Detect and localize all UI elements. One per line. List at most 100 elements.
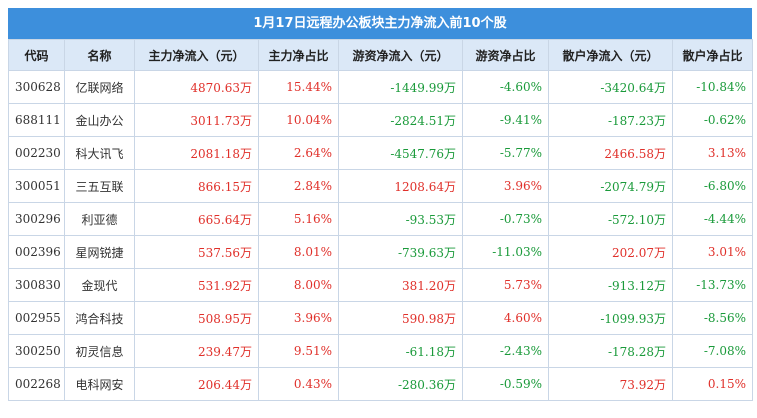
table-cell: -2824.51万 [338, 103, 463, 137]
header-cell: 游资净占比 [462, 39, 549, 71]
table-cell: -7.08% [672, 334, 753, 368]
table-cell: 537.56万 [134, 235, 259, 269]
header-cell: 主力净流入（元） [134, 39, 259, 71]
table-cell: 1208.64万 [338, 169, 463, 203]
table-cell: -0.62% [672, 103, 753, 137]
table-cell: 3011.73万 [134, 103, 259, 137]
table-cell: 9.51% [258, 334, 339, 368]
table-cell: -187.23万 [548, 103, 673, 137]
table-cell: -4.44% [672, 202, 753, 236]
table-cell: 3.13% [672, 136, 753, 170]
table-title: 1月17日远程办公板块主力净流入前10个股 [8, 8, 752, 39]
table-cell: 002955 [8, 301, 65, 335]
table-cell: 300296 [8, 202, 65, 236]
header-cell: 名称 [64, 39, 135, 71]
table-cell: 002230 [8, 136, 65, 170]
table-cell: 0.43% [258, 367, 339, 401]
table-cell: 电科网安 [64, 367, 135, 401]
table-cell: 亿联网络 [64, 70, 135, 104]
table-cell: 2.84% [258, 169, 339, 203]
table-row: 002955 鸿合科技 508.95万 3.96% 590.98万 4.60% -1099.… [8, 301, 753, 335]
table-cell: -178.28万 [548, 334, 673, 368]
table-row: 300830 金现代 531.92万 8.00% 381.20万 5.73% -913.12… [8, 268, 753, 302]
table-row: 002230 科大讯飞 2081.18万 2.64% -4547.76万 -5.77% 24… [8, 136, 753, 170]
table-cell: -1099.93万 [548, 301, 673, 335]
table-cell: -4547.76万 [338, 136, 463, 170]
table-cell: -0.59% [462, 367, 549, 401]
table-cell: 531.92万 [134, 268, 259, 302]
table-cell: 508.95万 [134, 301, 259, 335]
table-cell: -2074.79万 [548, 169, 673, 203]
table-cell: 202.07万 [548, 235, 673, 269]
header-cell: 游资净流入（元） [338, 39, 463, 71]
table-cell: 3.96% [462, 169, 549, 203]
header-cell: 散户净流入（元） [548, 39, 673, 71]
table-cell: -6.80% [672, 169, 753, 203]
table-cell: 8.01% [258, 235, 339, 269]
table-cell: -280.36万 [338, 367, 463, 401]
header-cell: 散户净占比 [672, 39, 753, 71]
flow-table: 代码 名称 主力净流入（元） 主力净占比 游资净流入（元） 游资净占比 散户净流入（元） 散户… [8, 39, 753, 401]
table-cell: 3.01% [672, 235, 753, 269]
table-cell: 2466.58万 [548, 136, 673, 170]
table-cell: 300830 [8, 268, 65, 302]
table-cell: 688111 [8, 103, 65, 137]
table-cell: 15.44% [258, 70, 339, 104]
table-cell: 2081.18万 [134, 136, 259, 170]
table-cell: -61.18万 [338, 334, 463, 368]
table-cell: 4.60% [462, 301, 549, 335]
table-cell: 初灵信息 [64, 334, 135, 368]
table-cell: 300250 [8, 334, 65, 368]
table-cell: -10.84% [672, 70, 753, 104]
table-cell: -11.03% [462, 235, 549, 269]
table-cell: -0.73% [462, 202, 549, 236]
table-cell: 002268 [8, 367, 65, 401]
table-row: 688111 金山办公 3011.73万 10.04% -2824.51万 -9.41% -… [8, 103, 753, 137]
table-cell: 3.96% [258, 301, 339, 335]
table-cell: 002396 [8, 235, 65, 269]
table-cell: 10.04% [258, 103, 339, 137]
table-cell: 206.44万 [134, 367, 259, 401]
table-cell: 300051 [8, 169, 65, 203]
table-cell: 0.15% [672, 367, 753, 401]
table-cell: 三五互联 [64, 169, 135, 203]
table-cell: 科大讯飞 [64, 136, 135, 170]
table-cell: -9.41% [462, 103, 549, 137]
table-cell: -2.43% [462, 334, 549, 368]
table-cell: -572.10万 [548, 202, 673, 236]
table-cell: -3420.64万 [548, 70, 673, 104]
table-cell: -93.53万 [338, 202, 463, 236]
table-card: 1月17日远程办公板块主力净流入前10个股 代码 名称 主力净流入（元） 主力净占比游… [8, 8, 753, 401]
header-row: 代码 名称 主力净流入（元） 主力净占比 游资净流入（元） 游资净占比 散户净流入（元） 散户… [8, 39, 753, 71]
table-cell: 8.00% [258, 268, 339, 302]
table-cell: 300628 [8, 70, 65, 104]
header-cell: 代码 [8, 39, 65, 71]
table-row: 002396 星网锐捷 537.56万 8.01% -739.63万 -11.03% 202… [8, 235, 753, 269]
table-cell: 73.92万 [548, 367, 673, 401]
table-cell: 鸿合科技 [64, 301, 135, 335]
table-cell: 665.64万 [134, 202, 259, 236]
table-cell: 4870.63万 [134, 70, 259, 104]
table-body: 300628 亿联网络 4870.63万 15.44% -1449.99万 -4.60% -… [8, 70, 753, 401]
table-cell: -913.12万 [548, 268, 673, 302]
table-row: 300296 利亚德 665.64万 5.16% -93.53万 -0.73% -572.1… [8, 202, 753, 236]
table-cell: 星网锐捷 [64, 235, 135, 269]
table-cell: 239.47万 [134, 334, 259, 368]
table-cell: 利亚德 [64, 202, 135, 236]
table-cell: -13.73% [672, 268, 753, 302]
table-cell: 590.98万 [338, 301, 463, 335]
table-cell: 金山办公 [64, 103, 135, 137]
header-cell: 主力净占比 [258, 39, 339, 71]
table-cell: -8.56% [672, 301, 753, 335]
table-cell: -1449.99万 [338, 70, 463, 104]
table-row: 300250 初灵信息 239.47万 9.51% -61.18万 -2.43% -178.… [8, 334, 753, 368]
table-cell: 5.16% [258, 202, 339, 236]
table-row: 300051 三五互联 866.15万 2.84% 1208.64万 3.96% -2074… [8, 169, 753, 203]
table-row: 002268 电科网安 206.44万 0.43% -280.36万 -0.59% 73.9… [8, 367, 753, 401]
table-cell: -4.60% [462, 70, 549, 104]
table-cell: 5.73% [462, 268, 549, 302]
table-cell: -5.77% [462, 136, 549, 170]
table-cell: 381.20万 [338, 268, 463, 302]
table-cell: 866.15万 [134, 169, 259, 203]
